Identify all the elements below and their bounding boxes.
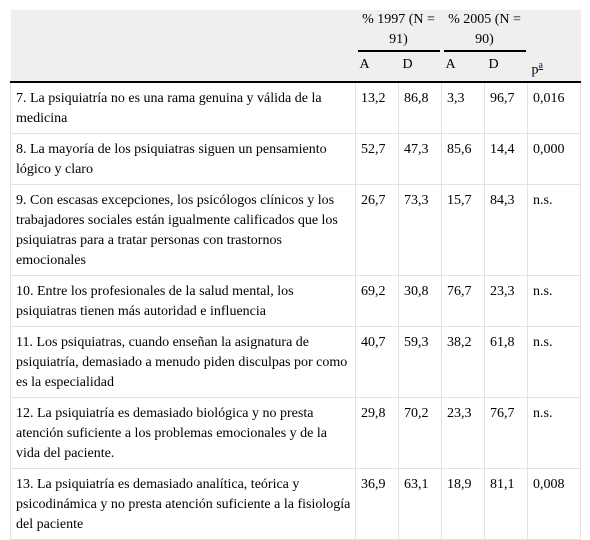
value-cell: 40,7 — [355, 325, 399, 398]
column-header: D — [484, 52, 528, 83]
column-label: A — [359, 57, 370, 72]
value-cell: 38,2 — [441, 325, 485, 398]
value-cell: 63,1 — [398, 467, 442, 540]
value-cell: 23,3 — [441, 396, 485, 469]
value-cell: 23,3 — [484, 274, 528, 327]
column-label: p — [531, 62, 539, 78]
table-row: 10. Entre los profesionales de la salud … — [10, 274, 581, 327]
corner-cell — [527, 10, 581, 52]
value-cell: 36,9 — [355, 467, 399, 540]
value-cell: 84,3 — [484, 183, 528, 276]
column-label: D — [488, 57, 499, 72]
table-row: 8. La mayoría de los psiquiatras siguen … — [10, 132, 581, 185]
group-header: % 1997 (N = 91) — [355, 10, 442, 52]
value-cell: 47,3 — [398, 132, 442, 185]
group-label: % 2005 (N = 90) — [443, 10, 526, 52]
value-cell: n.s. — [527, 396, 581, 469]
table-row: 12. La psiquiatría es demasiado biológic… — [10, 396, 581, 469]
value-cell: 76,7 — [484, 396, 528, 469]
column-header: pa — [527, 52, 581, 83]
statement-cell: 12. La psiquiatría es demasiado biológic… — [10, 396, 356, 469]
value-cell: 96,7 — [484, 81, 528, 134]
value-cell: 26,7 — [355, 183, 399, 276]
value-cell: 86,8 — [398, 81, 442, 134]
table-row: 9. Con escasas excepciones, los psicólog… — [10, 183, 581, 276]
table-row: 11. Los psiquiatras, cuando enseñan la a… — [10, 325, 581, 398]
statement-cell: 7. La psiquiatría no es una rama genuina… — [10, 81, 356, 134]
column-label: A — [445, 57, 456, 72]
value-cell: 13,2 — [355, 81, 399, 134]
table-row: 13. La psiquiatría es demasiado analític… — [10, 467, 581, 540]
column-label: D — [402, 57, 413, 72]
value-cell: 3,3 — [441, 81, 485, 134]
value-cell: 61,8 — [484, 325, 528, 398]
value-cell: 0,008 — [527, 467, 581, 540]
value-cell: 30,8 — [398, 274, 442, 327]
statement-cell: 8. La mayoría de los psiquiatras siguen … — [10, 132, 356, 185]
group-header: % 2005 (N = 90) — [441, 10, 528, 52]
value-cell: n.s. — [527, 325, 581, 398]
table-body: 7. La psiquiatría no es una rama genuina… — [10, 81, 581, 540]
column-header: A — [441, 52, 485, 83]
value-cell: 52,7 — [355, 132, 399, 185]
table-row: 7. La psiquiatría no es una rama genuina… — [10, 81, 581, 134]
column-header: A — [355, 52, 399, 83]
value-cell: 18,9 — [441, 467, 485, 540]
value-cell: 81,1 — [484, 467, 528, 540]
value-cell: 15,7 — [441, 183, 485, 276]
statement-cell: 9. Con escasas excepciones, los psicólog… — [10, 183, 356, 276]
value-cell: 0,000 — [527, 132, 581, 185]
statement-cell: 13. La psiquiatría es demasiado analític… — [10, 467, 356, 540]
value-cell: 73,3 — [398, 183, 442, 276]
value-cell: n.s. — [527, 183, 581, 276]
value-cell: 85,6 — [441, 132, 485, 185]
value-cell: 14,4 — [484, 132, 528, 185]
value-cell: 59,3 — [398, 325, 442, 398]
value-cell: 76,7 — [441, 274, 485, 327]
footnote-sup: a — [539, 58, 543, 71]
header-row: % 1997 (N = 91)% 2005 (N = 90) — [10, 10, 581, 52]
statement-cell: 10. Entre los profesionales de la salud … — [10, 274, 356, 327]
value-cell: 69,2 — [355, 274, 399, 327]
value-cell: 0,016 — [527, 81, 581, 134]
value-cell: 70,2 — [398, 396, 442, 469]
footnote-link[interactable]: a — [538, 60, 543, 71]
value-cell: 29,8 — [355, 396, 399, 469]
group-label: % 1997 (N = 91) — [357, 10, 440, 52]
corner-cell — [10, 52, 356, 83]
corner-cell — [10, 10, 356, 52]
column-header: D — [398, 52, 442, 83]
value-cell: n.s. — [527, 274, 581, 327]
statement-cell: 11. Los psiquiatras, cuando enseñan la a… — [10, 325, 356, 398]
